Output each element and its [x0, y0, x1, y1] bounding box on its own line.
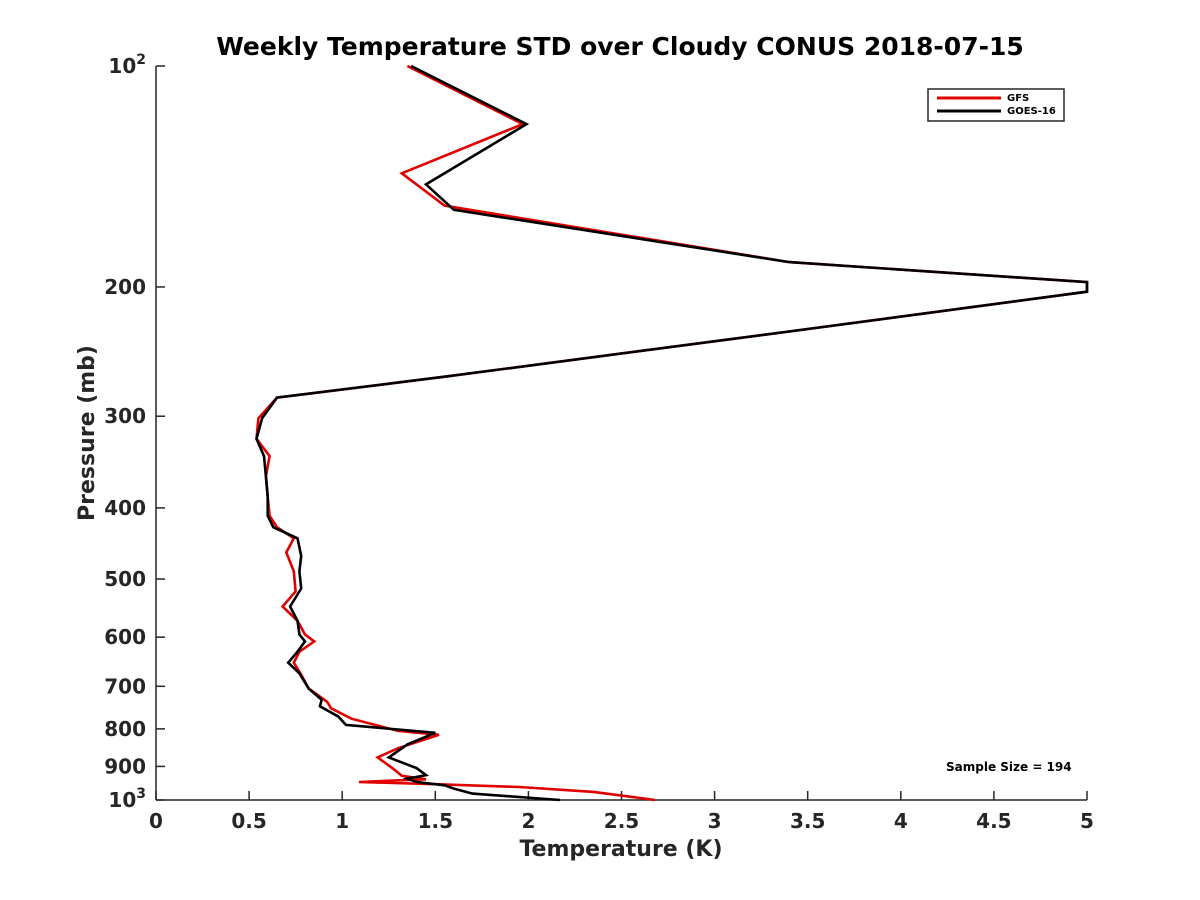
x-tick-label: 5: [1080, 809, 1094, 833]
x-tick-label: 0: [149, 809, 163, 833]
y-tick-label: 500: [104, 567, 146, 591]
sample-size-annotation: Sample Size = 194: [946, 760, 1072, 774]
series-layer: [255, 64, 1089, 802]
x-tick-label: 1.5: [418, 809, 453, 833]
x-tick-label: 2.5: [604, 809, 639, 833]
x-tick-label: 4: [894, 809, 908, 833]
x-tick-label: 2: [521, 809, 535, 833]
y-tick-label: 900: [104, 754, 146, 778]
chart-title: Weekly Temperature STD over Cloudy CONUS…: [216, 32, 1024, 61]
x-ticks: 0 0.5 1 1.5 2 2.5 3 3.5 4 4.5 5: [149, 791, 1094, 833]
legend: GFS GOES-16: [927, 88, 1065, 122]
legend-label-gfs: GFS: [1007, 93, 1029, 104]
y-tick-label: 600: [104, 625, 146, 649]
x-tick-label: 3: [708, 809, 722, 833]
legend-label-goes16: GOES-16: [1007, 106, 1056, 117]
x-tick-label: 0.5: [231, 809, 266, 833]
x-tick-label: 1: [335, 809, 349, 833]
y-tick-label: 300: [104, 404, 146, 428]
series-line-gfs: [255, 64, 1089, 802]
y-ticks: 102 200 300 400 500 600 700 800 900 103: [104, 52, 165, 812]
x-tick-label: 3.5: [790, 809, 825, 833]
y-tick-label: 700: [104, 674, 146, 698]
x-axis-label: Temperature (K): [519, 837, 722, 862]
y-tick-label: 400: [104, 496, 146, 520]
y-axis-label: Pressure (mb): [75, 345, 100, 521]
x-tick-label: 4.5: [976, 809, 1011, 833]
y-tick-label: 800: [104, 717, 146, 741]
y-tick-label: 103: [108, 786, 146, 812]
y-tick-label: 200: [104, 275, 146, 299]
series-line-goes-16: [255, 64, 1089, 802]
legend-box: [927, 88, 1065, 122]
y-tick-label: 102: [108, 52, 146, 78]
